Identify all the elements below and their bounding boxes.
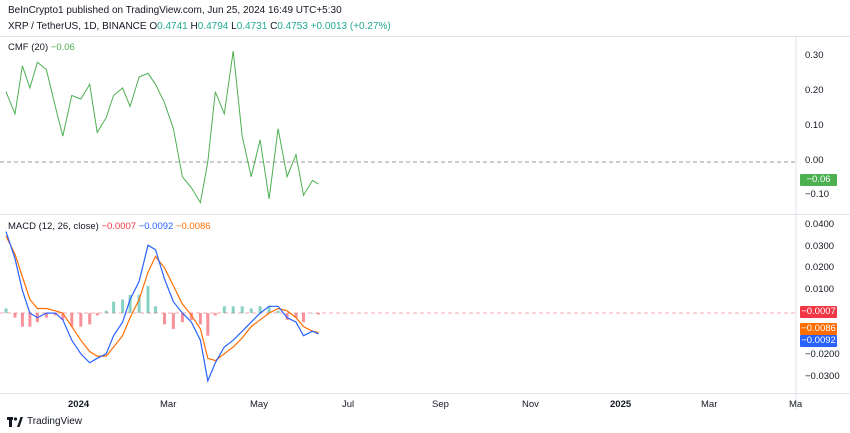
cmf-line (5, 51, 319, 204)
cmf-tick: −0.10 (805, 189, 830, 200)
macd-histogram-bar (249, 308, 253, 313)
macd-histogram-bar (285, 313, 289, 320)
time-label: Nov (522, 399, 539, 410)
macd-histogram-bar (311, 313, 314, 314)
macd-histogram-bar (258, 306, 262, 314)
macd-histogram-bar (121, 299, 125, 314)
macd-histogram-bar (163, 313, 166, 325)
time-label: Mar (160, 399, 177, 410)
cmf-legend-value: −0.06 (50, 42, 75, 53)
tradingview-logo-icon (7, 416, 23, 427)
macd-histogram-bar (79, 313, 83, 327)
macd-histogram-bar (198, 313, 202, 325)
ohlc-open-value: 0.4741 (157, 21, 188, 32)
macd-histogram-bar (294, 313, 298, 318)
ohlc-close-value: 0.4753 (277, 21, 308, 32)
ohlc-close-label: C (270, 21, 278, 32)
macd-legend[interactable]: MACD (12, 26, close) −0.0007 −0.0092 −0.… (8, 221, 211, 232)
macd-legend-name: MACD (12, 26, close) (8, 221, 99, 232)
macd-histogram-bar (28, 313, 32, 327)
time-label: 2024 (68, 399, 90, 410)
macd-histogram-bar (128, 294, 132, 313)
macd-histogram-bar (231, 306, 235, 314)
macd-histogram-bar (222, 306, 226, 314)
macd-histogram-bar (44, 313, 48, 318)
macd-histogram-bar (206, 313, 210, 336)
macd-histogram-bar (4, 308, 8, 313)
macd-histogram-bar (61, 313, 65, 320)
macd-histogram-bar (146, 285, 150, 314)
symbol-title[interactable]: XRP / TetherUS, 1D, BINANCE (8, 21, 147, 32)
macd-histogram-bar (53, 313, 57, 316)
time-label: Mar (701, 399, 718, 410)
macd-signal-badge: −0.0086 (800, 323, 837, 335)
macd-tick: −0.0300 (805, 371, 840, 382)
macd-histogram-bar (104, 310, 108, 314)
ohlc-high-label: H (190, 21, 198, 32)
cmf-pane (0, 51, 796, 204)
time-label: May (250, 399, 268, 410)
time-label: 2025 (610, 399, 632, 410)
macd-legend-histogram: −0.0007 (101, 221, 137, 232)
macd-histogram-bar (189, 313, 193, 320)
top-divider (0, 36, 850, 37)
macd-pane (0, 231, 796, 384)
time-label: Sep (432, 399, 449, 410)
macd-histogram-bar (267, 306, 271, 314)
tradingview-brand: TradingView (27, 416, 83, 427)
macd-line-badge: −0.0092 (800, 335, 837, 347)
publisher-line: BeInCrypto1 published on TradingView.com… (8, 5, 342, 16)
macd-histogram-badge: −0.0007 (800, 306, 837, 318)
time-label: Ma (789, 399, 803, 410)
price-change: +0.0013 (+0.27%) (310, 21, 391, 32)
macd-legend-signal: −0.0086 (175, 221, 211, 232)
cmf-tick: 0.10 (805, 120, 824, 131)
macd-tick: 0.0100 (805, 284, 835, 295)
macd-histogram-bar (317, 313, 320, 315)
macd-tick: 0.0200 (805, 262, 835, 273)
cmf-value-badge: −0.06 (800, 174, 837, 186)
cmf-tick: 0.30 (805, 50, 824, 61)
macd-line (5, 231, 319, 384)
macd-histogram-bar (70, 313, 74, 327)
macd-histogram-bar (171, 313, 175, 329)
tradingview-logo[interactable]: TradingView (7, 416, 82, 427)
cmf-tick: 0.00 (805, 155, 824, 166)
macd-histogram-bar (276, 310, 280, 314)
macd-histogram-bar (13, 313, 17, 318)
ohlc-high-value: 0.4794 (197, 21, 229, 32)
macd-histogram-bar (88, 313, 92, 325)
ohlc-open-label: O (149, 21, 158, 32)
macd-histogram-bar (95, 313, 99, 316)
cmf-legend[interactable]: CMF (20) −0.06 (8, 42, 75, 53)
macd-legend-macd: −0.0092 (138, 221, 174, 232)
macd-histogram-bar (154, 306, 157, 314)
macd-histogram-bar (302, 313, 305, 323)
macd-tick: 0.0300 (805, 241, 835, 252)
ohlc-low-value: 0.4731 (236, 21, 268, 32)
signal-line (5, 235, 319, 362)
cmf-tick: 0.20 (805, 85, 824, 96)
time-axis-divider (0, 393, 850, 394)
macd-histogram-bar (20, 313, 24, 327)
macd-tick: −0.0200 (805, 349, 840, 360)
macd-histogram-bar (137, 294, 141, 313)
macd-histogram-bar (112, 301, 116, 313)
macd-histogram-bar (180, 313, 184, 323)
macd-tick: 0.0400 (805, 219, 835, 230)
pane-divider[interactable] (0, 214, 850, 215)
time-label: Jul (342, 399, 355, 410)
symbol-line: XRP / TetherUS, 1D, BINANCE O0.4741 H0.4… (8, 21, 391, 32)
ohlc-low-label: L (231, 21, 237, 32)
macd-histogram-bar (240, 306, 244, 314)
cmf-legend-name: CMF (20) (8, 42, 49, 53)
macd-histogram-bar (213, 313, 217, 316)
